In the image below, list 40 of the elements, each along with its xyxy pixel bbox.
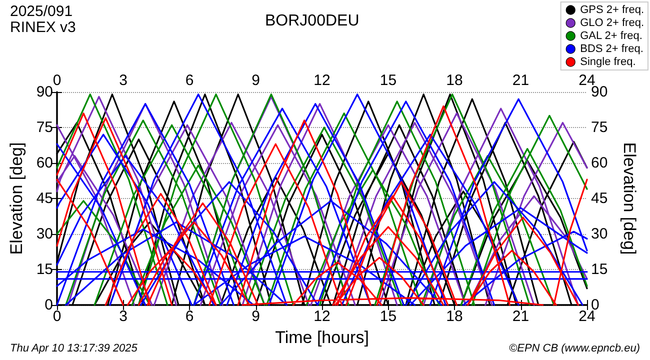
text: ©EPN CB (www.epncb.eu) <box>509 342 640 354</box>
x2-tick-label: 9 <box>252 72 260 89</box>
y-tick-label: 90 <box>36 84 53 100</box>
x-tick-label: 6 <box>185 308 194 325</box>
y-tick-label: 45 <box>36 190 53 207</box>
text: RINEX v3 <box>10 19 76 36</box>
x-tick-label: 9 <box>252 308 260 325</box>
y2-tick-label: 75 <box>591 119 608 136</box>
y-tick-label: 30 <box>36 226 53 242</box>
x2-tick-label: 18 <box>446 72 463 89</box>
x2-tick-label: 15 <box>380 72 397 89</box>
y-tick-label: 75 <box>36 119 53 136</box>
y2-axis-title: Elevation [deg] <box>620 142 639 255</box>
legend-label: BDS 2+ freq. <box>580 43 644 55</box>
y-tick-label: 60 <box>36 154 53 172</box>
text: Thu Apr 10 13:17:39 2025 <box>10 342 138 354</box>
y-tick-label: 0 <box>44 296 53 314</box>
chart-title: BORJ00DEU <box>265 12 360 30</box>
y2-tick-label: 45 <box>591 190 608 207</box>
x-tick-label: 3 <box>119 308 128 325</box>
legend-label: GLO 2+ freq. <box>580 17 644 29</box>
y2-tick-label: 90 <box>591 84 608 100</box>
x2-tick-label: 6 <box>185 72 194 89</box>
x2-tick-label: 21 <box>512 72 530 89</box>
x-tick-label: 21 <box>512 308 530 325</box>
y-tick-label: 15 <box>36 261 53 278</box>
y2-tick-label: 60 <box>591 154 608 172</box>
legend-label: GPS 2+ freq. <box>580 4 644 16</box>
text: 2025/091 <box>10 3 73 20</box>
legend-label: GAL 2+ freq. <box>580 30 642 42</box>
y2-tick-label: 30 <box>591 226 608 242</box>
x-tick-label: 18 <box>446 308 463 325</box>
y-axis-title: Elevation [deg] <box>7 142 26 255</box>
x-tick-label: 12 <box>314 308 330 325</box>
x2-tick-label: 12 <box>314 72 330 89</box>
legend-label: Single freq. <box>580 56 636 68</box>
x-axis-title: Time [hours] <box>275 328 369 347</box>
x2-tick-label: 3 <box>119 72 128 89</box>
x-tick-label: 15 <box>380 308 397 325</box>
y2-tick-label: 15 <box>591 261 608 278</box>
